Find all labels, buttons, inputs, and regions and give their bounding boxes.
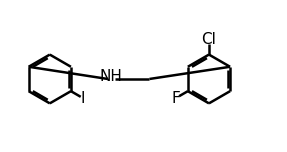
Text: I: I [81, 91, 85, 106]
Text: F: F [172, 90, 180, 105]
Text: NH: NH [99, 69, 122, 84]
Text: Cl: Cl [201, 32, 216, 47]
